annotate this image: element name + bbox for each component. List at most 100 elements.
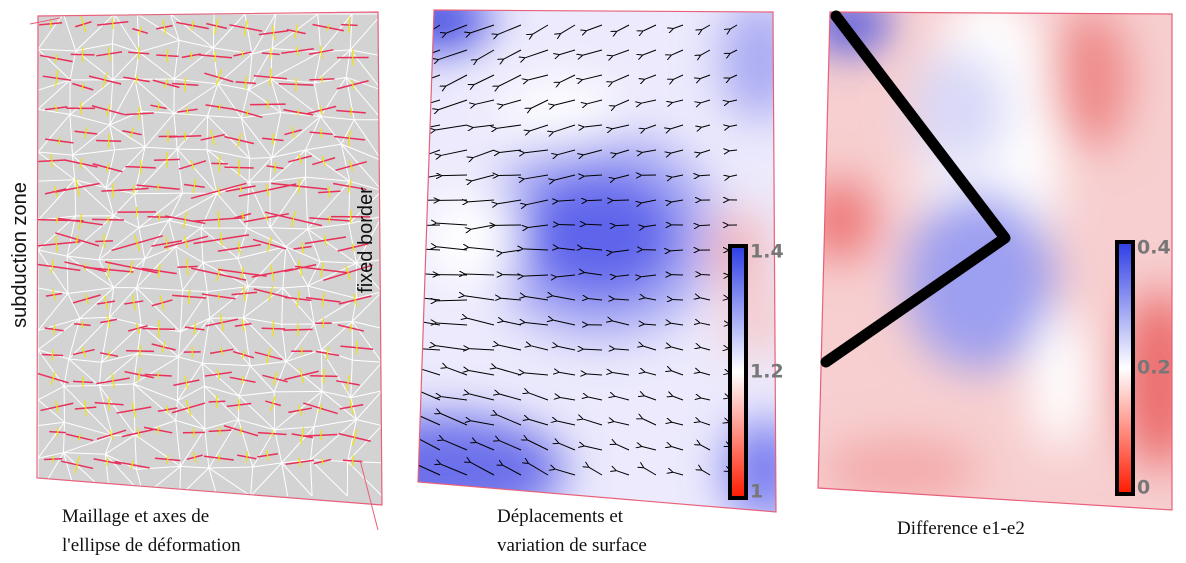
profile-line xyxy=(820,10,1011,368)
arrow xyxy=(523,275,549,276)
strain-axis xyxy=(353,293,358,307)
arrow xyxy=(583,49,603,55)
mesh-edge xyxy=(305,116,355,151)
mesh-edge xyxy=(173,39,214,80)
strain-axis xyxy=(352,429,358,446)
arrow xyxy=(473,149,495,158)
strain-axis xyxy=(296,290,300,307)
arrow xyxy=(700,298,711,301)
displacement-panel xyxy=(418,10,776,512)
strain-axis xyxy=(350,107,352,116)
panel-border xyxy=(417,9,777,513)
arrow xyxy=(504,49,522,59)
arrow xyxy=(672,422,684,426)
arrow xyxy=(643,419,657,426)
strain-axis xyxy=(219,313,225,332)
mesh-panel xyxy=(37,12,382,505)
mesh-edge xyxy=(355,259,382,299)
arrow xyxy=(645,298,657,301)
arrow xyxy=(671,149,684,153)
mesh-edge xyxy=(307,261,357,287)
arrow xyxy=(614,299,630,300)
strain-axis xyxy=(135,75,138,84)
strain-axis xyxy=(297,109,300,116)
mesh-edge xyxy=(206,285,249,319)
mesh-edge xyxy=(350,390,382,420)
arrow xyxy=(557,421,576,426)
mesh-edge xyxy=(269,227,308,248)
mesh-edge xyxy=(112,43,140,81)
mesh-edge xyxy=(313,390,357,427)
arrow xyxy=(441,414,468,426)
difference-panel xyxy=(818,12,1172,510)
arrow xyxy=(525,322,549,326)
arrow xyxy=(643,24,657,31)
mesh-edge xyxy=(345,49,382,91)
arrow xyxy=(587,99,603,104)
arrow xyxy=(469,371,495,376)
arrow xyxy=(523,249,549,250)
strain-axis xyxy=(136,427,141,438)
strain-axis xyxy=(58,136,61,145)
strain-axis xyxy=(55,235,58,253)
arrow xyxy=(560,74,576,82)
arrow xyxy=(644,468,657,476)
mesh-edge xyxy=(98,383,136,436)
mesh-edge xyxy=(175,419,206,467)
arrow xyxy=(499,394,522,401)
arrow xyxy=(501,298,522,300)
mesh-edge xyxy=(98,258,146,288)
strain-axis xyxy=(129,260,134,275)
strain-axis xyxy=(130,127,134,138)
arrow xyxy=(503,321,522,326)
arrow xyxy=(612,373,630,376)
arrow xyxy=(670,250,684,251)
arrow xyxy=(498,175,522,176)
arrow xyxy=(525,149,549,153)
mesh-edge xyxy=(100,316,142,363)
arrow xyxy=(672,174,684,177)
strain-axis xyxy=(323,234,327,246)
arrow xyxy=(700,323,711,326)
arrow xyxy=(671,347,684,351)
strain-axis xyxy=(166,152,168,168)
arrow xyxy=(525,49,549,58)
arrow xyxy=(645,74,657,79)
strain-axis xyxy=(157,264,161,278)
mesh-edge xyxy=(281,285,315,325)
strain-axis xyxy=(184,376,189,390)
arrow xyxy=(700,422,711,426)
mesh-edge xyxy=(307,285,357,325)
side-label: subduction zone xyxy=(9,182,31,328)
strain-axis xyxy=(52,324,56,335)
strain-axis xyxy=(184,77,187,92)
arrow xyxy=(645,225,657,227)
arrow xyxy=(673,472,684,476)
arrow xyxy=(496,368,522,376)
colorbar-tick-label: 1 xyxy=(750,481,763,503)
mesh-edge xyxy=(240,111,281,159)
arrow xyxy=(557,275,576,277)
strain-axis xyxy=(350,79,355,90)
strain-axis xyxy=(265,214,268,221)
arrow xyxy=(671,49,684,55)
strain-axis xyxy=(75,235,79,244)
strain-axis xyxy=(81,321,84,329)
arrow xyxy=(615,99,630,106)
mesh-edge xyxy=(71,149,115,189)
arrow xyxy=(701,398,711,401)
arrow xyxy=(584,125,603,127)
arrow xyxy=(674,74,684,79)
strain-axis xyxy=(271,133,275,146)
strain-axis xyxy=(190,160,195,170)
strain-axis xyxy=(186,258,189,276)
strain-axis xyxy=(319,105,323,115)
arrow xyxy=(561,24,576,34)
colorbar-tick-label: 1.4 xyxy=(750,241,784,263)
arrow xyxy=(613,49,630,56)
strain-axis xyxy=(80,16,87,33)
mesh-edge xyxy=(242,317,287,366)
strain-axis xyxy=(75,178,80,197)
arrow xyxy=(471,24,495,33)
